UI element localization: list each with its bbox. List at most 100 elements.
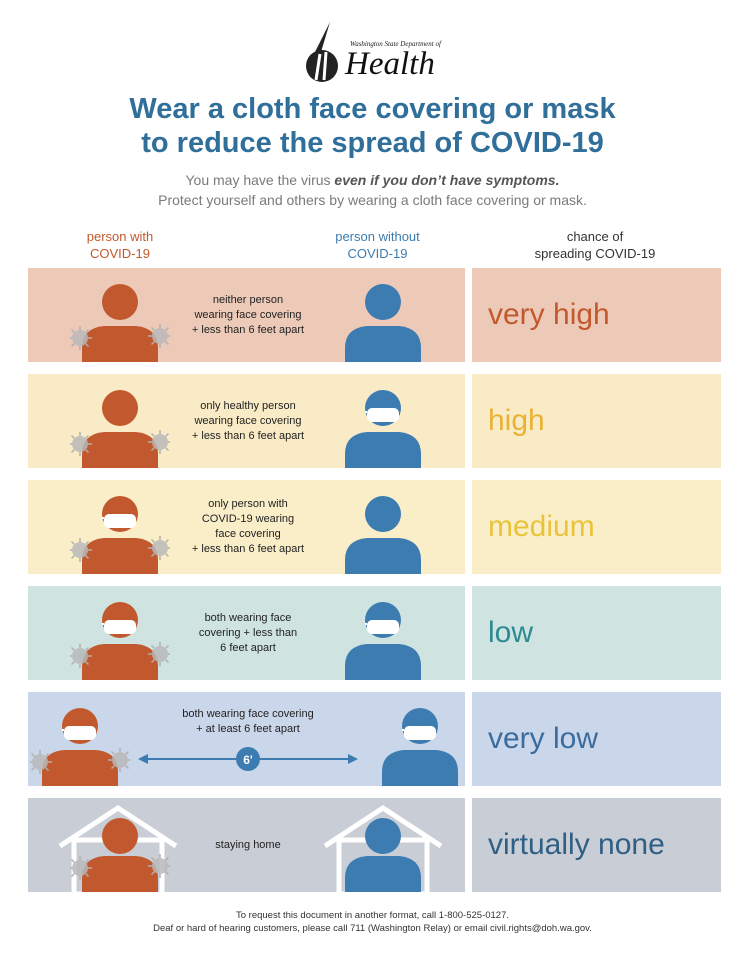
page-title: Wear a cloth face covering or mask to re… [0, 92, 745, 160]
virus-icon [148, 854, 170, 878]
risk-row: both wearing face covering + less than 6 f… [28, 586, 721, 680]
logo-emblem-icon [306, 22, 338, 82]
scenario-description-line: + at least 6 feet apart [196, 723, 300, 735]
distance-label: 6' [243, 753, 253, 767]
risk-row: only person with COVID-19 wearing face cov… [28, 480, 721, 574]
face-mask-icon [404, 726, 436, 740]
infected-person-icon [30, 708, 130, 786]
virus-icon [70, 538, 92, 562]
risk-panel: high [472, 374, 721, 468]
scenario-description-line: + less than 6 feet apart [191, 429, 305, 442]
scenario-description: only person with COVID-19 wearing face cov… [168, 480, 328, 574]
distance-arrow-icon: 6' [138, 747, 358, 771]
scenario-description-line: wearing face covering [194, 414, 302, 427]
face-mask-icon [367, 408, 399, 422]
title-line-2: to reduce the spread of COVID-19 [141, 127, 604, 159]
scenario-description: both wearing face covering + at least 6 f… [138, 692, 358, 752]
column-header-chance-line-1: chance of [566, 229, 624, 244]
scenario-description-line: staying home [215, 838, 281, 851]
risk-panel: very low [472, 692, 721, 786]
infected-person-icon [70, 496, 170, 574]
scenario-description-line: COVID-19 wearing [201, 513, 295, 525]
subtitle-line-1: You may have the virus even if you don’t… [0, 170, 745, 190]
scenario-description-line: both wearing face covering [182, 708, 314, 720]
subtitle-emphasis: even if you don’t have symptoms. [334, 172, 560, 188]
scenario-description: staying home [168, 798, 328, 892]
column-header-with-covid: person with COVID-19 [50, 228, 190, 262]
risk-level: very low [488, 722, 599, 755]
face-mask-icon [104, 620, 136, 634]
risk-level: high [488, 404, 545, 437]
scenario-panel: only person with COVID-19 wearing face cov… [28, 480, 465, 574]
column-header-chance: chance of spreading COVID-19 [500, 228, 690, 262]
virus-icon [70, 644, 92, 668]
risk-panel: very high [472, 268, 721, 362]
footer: To request this document in another form… [0, 909, 745, 935]
column-header-with-line-2: COVID-19 [90, 246, 150, 261]
risk-level: very high [488, 298, 610, 331]
virus-icon [30, 750, 52, 774]
wa-doh-logo: Washington State Department of Health [300, 20, 450, 86]
scenario-description-line: covering + less than [198, 626, 298, 639]
subtitle-prefix: You may have the virus [185, 172, 335, 188]
scenario-description-line: + less than 6 feet apart [191, 543, 305, 555]
face-mask-icon [367, 620, 399, 634]
healthy-person-icon [345, 496, 421, 574]
healthy-person-icon [345, 818, 421, 892]
logo-org-big: Health [345, 46, 435, 82]
healthy-person-icon [345, 284, 421, 362]
scenario-panel: both wearing face covering + less than 6 f… [28, 586, 465, 680]
footer-line-1: To request this document in another form… [235, 910, 510, 921]
risk-row: only healthy person wearing face covering… [28, 374, 721, 468]
risk-row: both wearing face covering + at least 6 f… [28, 692, 721, 786]
column-header-chance-line-2: spreading COVID-19 [534, 246, 656, 261]
scenario-description: only healthy person wearing face covering… [168, 374, 328, 468]
scenario-panel: neither person wearing face covering + les… [28, 268, 465, 362]
risk-level: medium [488, 510, 595, 543]
scenario-description-line: only healthy person [200, 399, 296, 412]
infected-person-icon [70, 818, 170, 892]
risk-row: staying home virtually none [28, 798, 721, 892]
scenario-description-line: neither person [212, 293, 284, 306]
healthy-person-icon [345, 390, 421, 468]
scenario-description: neither person wearing face covering + les… [168, 268, 328, 362]
column-header-without-line-1: person without [335, 229, 420, 244]
healthy-person-icon [345, 602, 421, 680]
scenario-panel: staying home [28, 798, 465, 892]
logo-org-small: Washington State Department of [350, 40, 441, 48]
virus-icon [148, 430, 170, 454]
risk-panel: low [472, 586, 721, 680]
virus-icon [70, 432, 92, 456]
footer-line-2: Deaf or hard of hearing customers, pleas… [153, 923, 592, 934]
scenario-description-line: wearing face covering [194, 308, 302, 321]
scenario-description-line: 6 feet apart [220, 641, 276, 654]
scenario-description: both wearing face covering + less than 6 f… [168, 586, 328, 680]
virus-icon [148, 536, 170, 560]
risk-panel: medium [472, 480, 721, 574]
virus-icon [108, 748, 130, 772]
infected-person-icon [70, 284, 170, 362]
title-line-1: Wear a cloth face covering or mask [129, 93, 616, 125]
virus-icon [70, 326, 92, 350]
subtitle: You may have the virus even if you don’t… [0, 170, 745, 210]
risk-level: virtually none [488, 828, 665, 861]
scenario-panel: both wearing face covering + at least 6 f… [28, 692, 465, 786]
scenario-description-line: + less than 6 feet apart [191, 323, 305, 336]
scenario-panel: only healthy person wearing face covering… [28, 374, 465, 468]
subtitle-line-2: Protect yourself and others by wearing a… [158, 192, 587, 208]
risk-level: low [488, 616, 534, 649]
scenario-description-line: only person with [208, 498, 288, 510]
column-header-without-line-2: COVID-19 [347, 246, 408, 261]
infected-person-icon [70, 602, 170, 680]
scenario-description-line: both wearing face [204, 611, 292, 624]
risk-row: neither person wearing face covering + les… [28, 268, 721, 362]
infected-person-icon [70, 390, 170, 468]
virus-icon [148, 324, 170, 348]
face-mask-icon [64, 726, 96, 740]
face-mask-icon [104, 514, 136, 528]
risk-panel: virtually none [472, 798, 721, 892]
column-header-with-line-1: person with [86, 229, 154, 244]
healthy-person-icon [382, 708, 458, 786]
virus-icon [70, 856, 92, 880]
scenario-description-line: face covering [215, 528, 281, 540]
